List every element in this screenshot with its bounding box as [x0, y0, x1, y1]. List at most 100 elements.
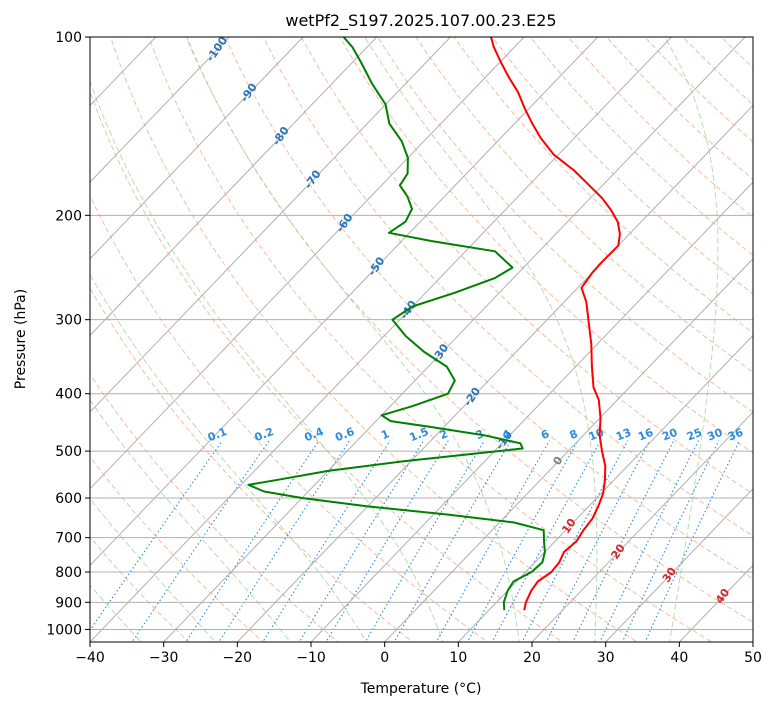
mixing-ratio-label: 0.4 [303, 425, 326, 444]
mixing-ratio-label: 20 [660, 426, 679, 444]
dry-adiabat [644, 37, 753, 143]
x-tick-label: 40 [670, 650, 688, 666]
x-tick-label: −30 [149, 650, 179, 666]
isotherm [752, 641, 753, 642]
mixing-ratio-line [90, 440, 223, 632]
isotherm [90, 37, 452, 413]
mixing-ratio-line [644, 440, 740, 642]
mixing-ratio-label: 13 [614, 426, 633, 444]
isotherm [531, 411, 753, 642]
mixing-ratio-label: 2 [438, 427, 450, 442]
x-tick-label: −20 [223, 650, 253, 666]
dry-adiabat [90, 287, 414, 642]
mixing-ratio-line [131, 440, 270, 642]
mixing-ratio-label: 30 [705, 426, 724, 444]
moist-adiabat [185, 37, 520, 642]
y-tick-label: 100 [55, 30, 82, 46]
isotherm [678, 564, 753, 642]
mixing-ratio-label: 0.6 [333, 425, 356, 444]
mixing-ratio-label: 36 [726, 426, 745, 444]
isotherm [310, 181, 753, 642]
grid [90, 37, 753, 642]
mixing-ratio-label: 10 [587, 426, 606, 444]
axis-ticks: −40 −30 −20 −10 0 10 20 30 40 5010020030040050060… [46, 30, 762, 666]
dry-adiabat [300, 37, 753, 495]
dry-adiabat [529, 37, 753, 256]
mixing-ratio-label: 1 [379, 427, 391, 442]
y-tick-label: 400 [55, 387, 82, 403]
dry-adiabat [720, 37, 753, 69]
mixing-ratio-line [435, 440, 550, 642]
isotherm [457, 334, 753, 642]
y-tick-label: 500 [55, 444, 82, 460]
y-tick-label: 900 [55, 595, 82, 611]
background-lines [90, 37, 753, 642]
isotherm [90, 37, 231, 183]
y-tick-label: 200 [55, 208, 82, 224]
x-axis-label: Temperature (°C) [360, 681, 482, 697]
isotherm [90, 37, 599, 567]
plot-frame [89, 36, 754, 643]
mixing-ratio-line [393, 440, 512, 642]
moist-adiabat [90, 498, 216, 642]
mixing-ratio-label: 16 [636, 426, 655, 444]
mixing-ratio-line [325, 440, 449, 642]
mixing-ratio-line [298, 440, 425, 642]
dry-adiabat [90, 455, 265, 642]
y-tick-label: 800 [55, 565, 82, 581]
isotherm [604, 487, 753, 642]
isotherm [90, 37, 304, 260]
isotherm [383, 258, 753, 642]
x-tick-label: 10 [449, 650, 467, 666]
x-tick-label: 30 [597, 650, 615, 666]
y-axis-label: Pressure (hPa) [13, 289, 29, 389]
moist-adiabat [664, 37, 719, 642]
dry-adiabat [415, 37, 753, 373]
isotherm-label: -100 [204, 34, 231, 64]
isotherm [90, 37, 525, 490]
x-tick-label: −10 [296, 650, 326, 666]
isotherm [90, 37, 378, 337]
isotherm [90, 37, 673, 642]
dry-adiabat [90, 194, 489, 642]
mixing-ratio-line [364, 440, 485, 642]
mixing-ratio-label: 0.1 [206, 425, 229, 444]
mixing-ratio-line [621, 440, 720, 642]
mixing-ratio-label: 6 [539, 427, 551, 442]
chart-title: wetPf2_S197.2025.107.00.23.E25 [285, 11, 556, 31]
profiles [247, 37, 621, 611]
dry-adiabat [186, 37, 753, 623]
isotherm [236, 104, 753, 642]
dry-adiabat [377, 37, 753, 413]
mixing-ratio-line [521, 440, 629, 642]
mixing-ratio-line [491, 440, 602, 642]
mixing-ratio-line [466, 440, 579, 642]
dry-adiabat [110, 37, 639, 642]
dry-adiabat [567, 37, 753, 218]
dry-adiabat [339, 37, 753, 454]
y-tick-label: 600 [55, 491, 82, 507]
temperature-profile-line [490, 37, 621, 611]
mixing-ratio-label: 1.5 [408, 425, 431, 444]
dry-adiabat [491, 37, 753, 295]
x-tick-label: 0 [380, 650, 389, 666]
moist-adiabat [90, 273, 367, 642]
y-tick-label: 1000 [46, 622, 82, 638]
dry-adiabat [148, 37, 713, 642]
mixing-ratio-label: 25 [685, 426, 704, 444]
y-tick-label: 300 [55, 313, 82, 329]
y-tick-label: 700 [55, 531, 82, 547]
moist-adiabat [90, 80, 444, 642]
dry-adiabat [90, 90, 564, 642]
x-tick-label: 50 [744, 650, 762, 666]
dry-adiabat [262, 37, 753, 537]
dewpoint-profile-line [247, 37, 546, 611]
x-tick-label: −40 [75, 650, 105, 666]
moist-adiabat [364, 37, 598, 642]
dry-adiabat [224, 37, 753, 580]
x-tick-label: 20 [523, 650, 541, 666]
mixing-ratio-label: 0.2 [253, 425, 276, 444]
isotherm [162, 37, 746, 642]
dry-adiabat [90, 373, 340, 642]
